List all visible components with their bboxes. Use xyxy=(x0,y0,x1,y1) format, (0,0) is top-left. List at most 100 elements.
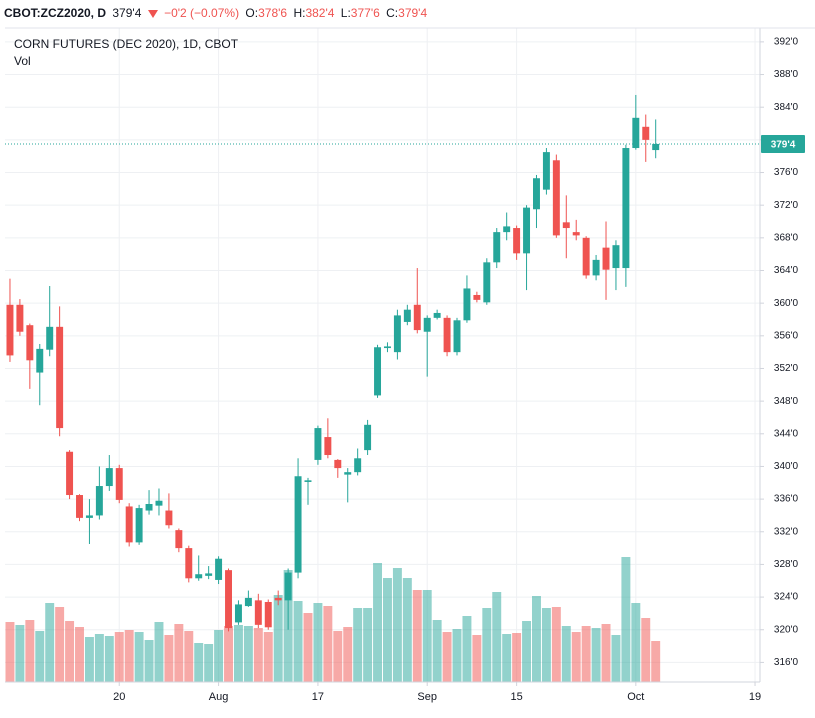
volume-bar xyxy=(233,625,243,682)
candle-body xyxy=(254,600,262,625)
volume-bar xyxy=(164,635,174,682)
volume-bar xyxy=(293,601,303,682)
y-tick-label: 344'0 xyxy=(774,428,799,439)
candle-body xyxy=(483,262,491,303)
y-tick-label: 376'0 xyxy=(774,167,799,178)
y-tick-label: 384'0 xyxy=(774,102,799,113)
grid xyxy=(5,28,760,682)
close-label: C: xyxy=(386,6,399,20)
volume-bar xyxy=(472,635,482,682)
candle-body xyxy=(572,232,580,236)
high-label: H: xyxy=(293,6,306,20)
volume-bar xyxy=(15,625,25,682)
volume-bar xyxy=(353,608,363,682)
volume-bar xyxy=(591,628,601,682)
volume-bar xyxy=(45,603,55,682)
open-value: 378'6 xyxy=(258,6,288,20)
symbol: CBOT:ZCZ2020, D xyxy=(4,6,107,20)
volume-bar xyxy=(512,633,522,682)
candle-body xyxy=(76,495,83,518)
volume-bar xyxy=(134,632,144,682)
volume-bar xyxy=(333,631,343,682)
candle-body xyxy=(582,237,590,276)
candle-body xyxy=(542,152,550,190)
candle-body xyxy=(453,320,461,353)
volume-bar xyxy=(313,603,323,682)
volume-bar xyxy=(422,590,432,682)
y-tick-label: 388'0 xyxy=(774,69,799,80)
x-tick-label: 17 xyxy=(312,691,324,703)
volume-bar xyxy=(75,627,84,682)
volume-bar xyxy=(442,632,452,682)
candle-body xyxy=(503,226,511,233)
last-price: 379'4 xyxy=(112,6,142,20)
candle-body xyxy=(473,294,481,300)
x-tick-label: 19 xyxy=(749,691,761,703)
volume-bar xyxy=(184,631,194,682)
volume-bar xyxy=(532,596,541,682)
volume-bar xyxy=(492,592,502,682)
x-tick-label: 15 xyxy=(510,691,522,703)
candle-body xyxy=(135,508,143,543)
volume-bar xyxy=(94,634,104,682)
candle-body xyxy=(304,480,312,482)
volume-bar xyxy=(571,632,581,682)
candle-body xyxy=(403,309,411,322)
y-tick-label: 316'0 xyxy=(774,657,799,668)
candle-body xyxy=(622,148,630,269)
volume-bar xyxy=(263,632,273,682)
volume-bar xyxy=(323,606,333,682)
candle-body xyxy=(26,325,34,361)
candle-body xyxy=(383,346,391,349)
candle-body xyxy=(185,548,193,579)
candle-body xyxy=(523,207,531,254)
volume-bar xyxy=(581,626,591,682)
volume-bar xyxy=(35,631,45,682)
candle-body xyxy=(393,315,401,353)
candle-body xyxy=(612,245,620,269)
candle-body xyxy=(552,160,560,236)
candle-body xyxy=(324,437,332,456)
candle-body xyxy=(433,312,441,318)
volume-bar xyxy=(651,641,661,682)
candle-body xyxy=(413,304,421,331)
candle-body xyxy=(225,570,232,629)
volume-bar xyxy=(84,637,94,682)
candle-body xyxy=(155,500,163,506)
candle-body xyxy=(592,259,600,276)
candle-body xyxy=(284,572,292,601)
candle-body xyxy=(334,459,342,469)
candle-body xyxy=(66,451,74,496)
y-tick-label: 340'0 xyxy=(774,461,799,472)
volume-bar xyxy=(5,622,15,682)
axes: 316'0 320'0 324'0 328'0 332'0 336'0 340'0 344'0… xyxy=(5,37,805,703)
volume-bar xyxy=(541,608,551,682)
candle-body xyxy=(105,468,113,487)
candle-body xyxy=(533,178,540,210)
candle-body xyxy=(493,232,501,263)
x-tick-label: Oct xyxy=(627,691,644,703)
candle-body xyxy=(344,472,352,475)
candle-body xyxy=(443,317,451,353)
chart-title: CORN FUTURES (DEC 2020), 1D, CBOT xyxy=(14,37,239,51)
volume-bar xyxy=(432,620,442,682)
candle-body xyxy=(294,476,302,573)
volume-bar xyxy=(452,629,462,682)
volume-bar xyxy=(55,607,65,682)
volume-bar xyxy=(273,595,283,682)
volume-bar xyxy=(303,613,313,682)
candle-body xyxy=(16,304,24,332)
y-tick-label: 372'0 xyxy=(774,200,799,211)
volume-bar xyxy=(601,624,611,682)
header: CBOT:ZCZ2020, D 379'4 −0'2 (−0.07%) O:37… xyxy=(4,6,430,20)
candle-body xyxy=(85,515,93,518)
volume-bar xyxy=(363,608,373,682)
volume-bar xyxy=(65,621,75,682)
volume-bar xyxy=(373,563,383,682)
candle-body xyxy=(632,117,640,149)
candle-body xyxy=(205,573,213,576)
volume-bar xyxy=(621,557,631,682)
candle-body xyxy=(264,601,272,628)
